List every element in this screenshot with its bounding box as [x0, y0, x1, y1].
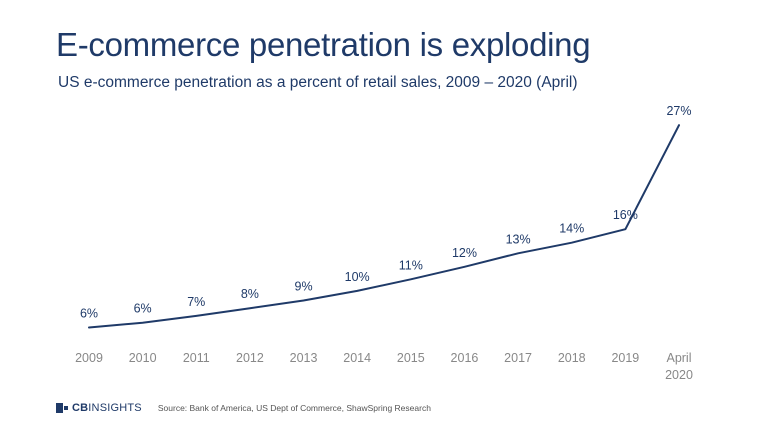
- data-label: 13%: [506, 232, 531, 246]
- cbinsights-logo: CBINSIGHTS: [56, 402, 142, 414]
- x-tick-label-line: 2018: [558, 351, 586, 365]
- cbinsights-logo-icon: [56, 403, 68, 413]
- x-tick-label: 2016: [451, 351, 479, 365]
- x-tick-label: 2019: [611, 351, 639, 365]
- footer: CBINSIGHTS Source: Bank of America, US D…: [56, 400, 431, 416]
- x-tick-label: 2010: [129, 351, 157, 365]
- x-tick-label: 2017: [504, 351, 532, 365]
- series-line: [88, 124, 680, 329]
- logo-text-bold: CB: [72, 402, 89, 414]
- x-tick-label: 2018: [558, 351, 586, 365]
- data-label: 14%: [559, 222, 584, 236]
- x-tick-label: 2015: [397, 351, 425, 365]
- x-tick-label-line: 2017: [504, 351, 532, 365]
- x-tick-label-line: 2013: [290, 351, 318, 365]
- data-label: 11%: [399, 258, 423, 272]
- data-label: 6%: [80, 307, 98, 321]
- x-tick-label: 2013: [290, 351, 318, 365]
- x-tick-label-line: 2009: [75, 351, 103, 365]
- x-tick-label: 2009: [75, 351, 103, 365]
- data-label: 10%: [345, 270, 370, 284]
- data-label: 12%: [452, 246, 477, 260]
- chart-title: E-commerce penetration is exploding: [56, 26, 591, 63]
- x-tick-label-line: 2012: [236, 351, 264, 365]
- x-tick-label: April 2020: [665, 351, 693, 382]
- source-note: Source: Bank of America, US Dept of Comm…: [157, 403, 431, 413]
- data-label: 7%: [187, 295, 205, 309]
- x-tick-label: 2011: [183, 351, 210, 365]
- x-tick-label: 2012: [236, 351, 264, 365]
- x-tick-label-line: 2015: [397, 351, 425, 365]
- x-tick-label-line: 2020: [665, 368, 693, 382]
- x-tick-label-line: 2016: [451, 351, 479, 365]
- data-label: 9%: [295, 280, 313, 294]
- x-tick-label: 2014: [343, 351, 371, 365]
- x-tick-label-line: 2019: [611, 351, 639, 365]
- chart-subtitle: US e-commerce penetration as a percent o…: [58, 74, 578, 91]
- data-label: 16%: [613, 208, 638, 222]
- x-tick-label-line: 2010: [129, 351, 157, 365]
- logo-text: CBINSIGHTS: [72, 402, 142, 414]
- x-tick-label-line: 2011: [183, 351, 210, 365]
- logo-text-rest: INSIGHTS: [88, 402, 142, 414]
- x-tick-label-line: April: [666, 351, 691, 365]
- data-label: 6%: [134, 302, 152, 316]
- x-tick-label-line: 2014: [343, 351, 371, 365]
- data-label: 8%: [241, 287, 259, 301]
- data-label: 27%: [666, 104, 691, 118]
